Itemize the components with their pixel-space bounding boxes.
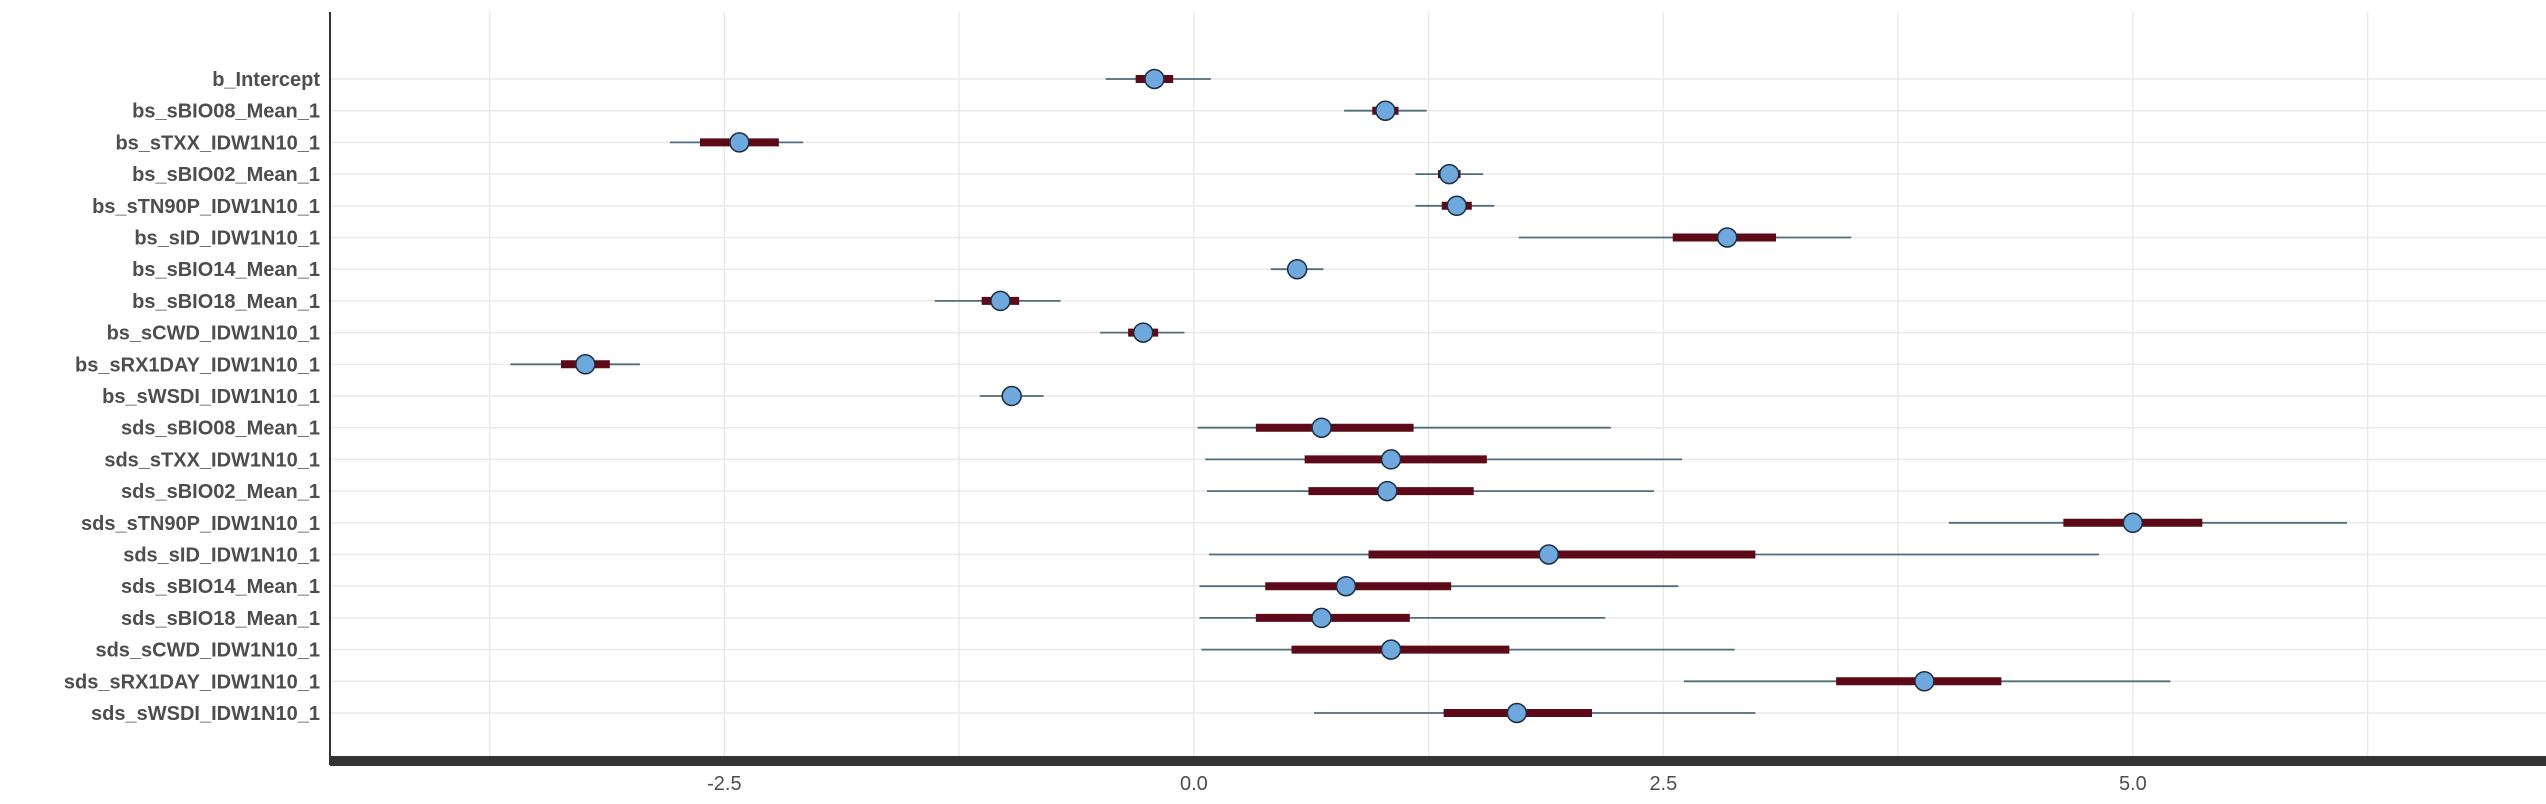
parameter-label: bs_sWSDI_IDW1N10_1 — [102, 386, 320, 408]
parameter-label: sds_sTXX_IDW1N10_1 — [104, 449, 320, 471]
parameter-label: sds_sBIO08_Mean_1 — [121, 418, 320, 440]
parameter-label: sds_sBIO02_Mean_1 — [121, 481, 320, 503]
parameter-label: sds_sID_IDW1N10_1 — [123, 545, 320, 567]
parameter-label: sds_sCWD_IDW1N10_1 — [95, 640, 320, 662]
parameter-label: sds_sBIO14_Mean_1 — [121, 576, 320, 598]
parameter-label: bs_sID_IDW1N10_1 — [134, 228, 320, 250]
intervals — [510, 68, 2347, 724]
point-estimate — [1311, 607, 1332, 629]
x-tick-labels: -2.5 0.0 2.5 5.0 — [707, 773, 2147, 795]
parameter-label: sds_sTN90P_IDW1N10_1 — [81, 513, 320, 535]
point-estimate — [1335, 575, 1357, 597]
parameter-label: sds_sRX1DAY_IDW1N10_1 — [64, 671, 320, 693]
parameter-label: bs_sRX1DAY_IDW1N10_1 — [75, 354, 320, 376]
point-estimate — [990, 290, 1011, 312]
x-tick-label: -2.5 — [707, 773, 741, 795]
point-estimate — [729, 132, 750, 153]
point-estimate — [1144, 68, 1165, 90]
parameter-label: sds_sWSDI_IDW1N10_1 — [91, 703, 320, 725]
point-estimate — [1538, 544, 1560, 565]
point-estimate — [2122, 512, 2144, 534]
point-estimate — [1132, 322, 1154, 343]
point-estimate — [1716, 227, 1738, 248]
parameter-label: bs_sBIO02_Mean_1 — [132, 164, 320, 186]
point-estimate — [1506, 702, 1528, 724]
grid-layer — [330, 12, 2546, 756]
x-tick-label: 2.5 — [1649, 773, 1677, 795]
point-estimate — [1377, 480, 1398, 502]
point-estimate — [1439, 163, 1460, 185]
parameter-label: bs_sCWD_IDW1N10_1 — [107, 323, 320, 345]
parameter-label: bs_sBIO14_Mean_1 — [132, 259, 320, 281]
y-tick-labels: b_Intercept bs_sBIO08_Mean_1 bs_sTXX_IDW1N… — [64, 69, 320, 725]
point-estimate — [1380, 449, 1402, 470]
point-estimate — [1914, 671, 1935, 692]
parameter-label: bs_sBIO08_Mean_1 — [132, 101, 320, 123]
point-estimate — [1286, 258, 1308, 280]
x-tick-label: 0.0 — [1180, 773, 1208, 795]
parameter-label: bs_sTXX_IDW1N10_1 — [115, 132, 320, 154]
point-estimate — [1380, 639, 1402, 660]
point-estimate — [1311, 417, 1332, 438]
parameter-label: bs_sTN90P_IDW1N10_1 — [92, 196, 320, 218]
parameter-label: bs_sBIO18_Mean_1 — [132, 291, 320, 313]
point-estimate — [1001, 385, 1022, 407]
parameter-label: sds_sBIO18_Mean_1 — [121, 608, 320, 630]
parameter-label: b_Intercept — [212, 69, 320, 91]
x-tick-label: 5.0 — [2119, 773, 2147, 795]
point-estimate — [575, 354, 596, 375]
x-axis-bar — [330, 756, 2546, 766]
point-estimate — [1375, 100, 1396, 121]
point-estimate — [1446, 195, 1468, 217]
